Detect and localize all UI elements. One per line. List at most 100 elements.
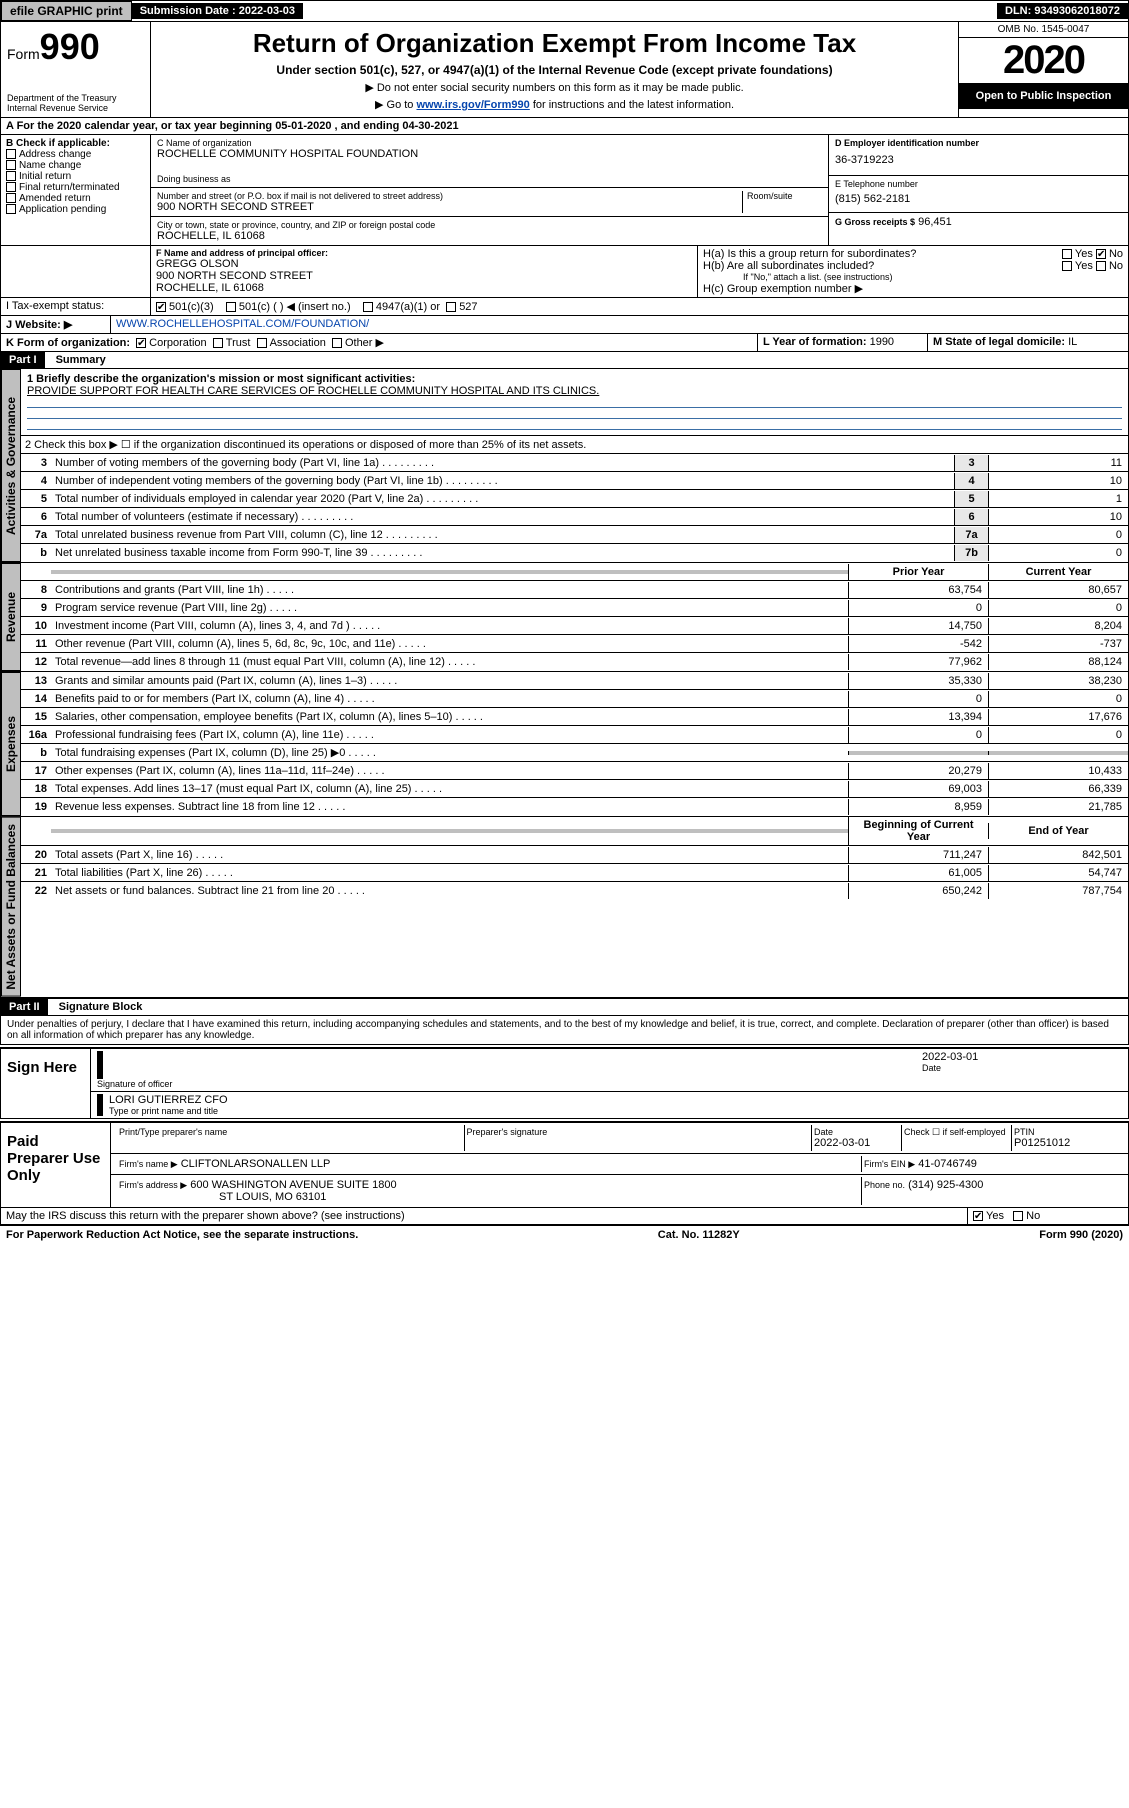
- section-expenses: Expenses 13Grants and similar amounts pa…: [0, 672, 1129, 817]
- chk-assoc[interactable]: [257, 338, 267, 348]
- lbl-ein: D Employer identification number: [835, 138, 1122, 148]
- table-row: 8Contributions and grants (Part VIII, li…: [21, 581, 1128, 599]
- lbl-tax-status: I Tax-exempt status:: [1, 298, 151, 315]
- part1-badge: Part I: [1, 352, 45, 368]
- tab-expenses: Expenses: [1, 672, 21, 816]
- chk-initial[interactable]: [6, 171, 16, 181]
- discuss-yes[interactable]: [973, 1211, 983, 1221]
- tax-year: 2020: [959, 38, 1128, 84]
- state-domicile: IL: [1068, 336, 1077, 348]
- goto-post: for instructions and the latest informat…: [530, 99, 734, 111]
- tab-governance: Activities & Governance: [1, 369, 21, 562]
- sig-date: 2022-03-01: [922, 1051, 1122, 1063]
- firm-phone-lbl: Phone no.: [864, 1180, 905, 1190]
- hb-yes[interactable]: [1062, 261, 1072, 271]
- chk-4947[interactable]: [363, 302, 373, 312]
- table-row: 12Total revenue—add lines 8 through 11 (…: [21, 653, 1128, 671]
- table-row: 7aTotal unrelated business revenue from …: [21, 526, 1128, 544]
- chk-address[interactable]: [6, 149, 16, 159]
- box-b-hdr: B Check if applicable:: [6, 138, 145, 149]
- chk-501c3[interactable]: [156, 302, 166, 312]
- box-c: C Name of organization ROCHELLE COMMUNIT…: [151, 135, 828, 245]
- lbl-corp: Corporation: [149, 337, 206, 349]
- table-row: 3Number of voting members of the governi…: [21, 454, 1128, 472]
- table-row: 15Salaries, other compensation, employee…: [21, 708, 1128, 726]
- chk-other[interactable]: [332, 338, 342, 348]
- lbl-501c3: 501(c)(3): [169, 301, 214, 313]
- officer-addr: 900 NORTH SECOND STREET: [156, 270, 692, 282]
- submission-date: Submission Date : 2022-03-03: [132, 3, 303, 19]
- chk-corp[interactable]: [136, 338, 146, 348]
- website-url[interactable]: WWW.ROCHELLEHOSPITAL.COM/FOUNDATION/: [111, 316, 1128, 333]
- lbl-address: Address change: [19, 149, 91, 160]
- lbl-name: Name change: [19, 160, 81, 171]
- open-public: Open to Public Inspection: [959, 84, 1128, 109]
- part1-title: Summary: [48, 354, 106, 366]
- line-a-text: A For the 2020 calendar year, or tax yea…: [1, 118, 1128, 134]
- discuss-no[interactable]: [1013, 1211, 1023, 1221]
- table-row: 19Revenue less expenses. Subtract line 1…: [21, 798, 1128, 816]
- col-current: Current Year: [988, 564, 1128, 580]
- ha-text: H(a) Is this a group return for subordin…: [703, 248, 916, 260]
- chk-527[interactable]: [446, 302, 456, 312]
- chk-pending[interactable]: [6, 204, 16, 214]
- footer-catno: Cat. No. 11282Y: [658, 1229, 740, 1241]
- ha-yes[interactable]: [1062, 249, 1072, 259]
- lbl-dba: Doing business as: [157, 174, 822, 184]
- lbl-domicile: M State of legal domicile:: [933, 336, 1065, 348]
- sig-officer-lbl: Signature of officer: [97, 1079, 922, 1089]
- chk-final[interactable]: [6, 182, 16, 192]
- prep-date-lbl: Date: [814, 1127, 899, 1137]
- footer-paperwork: For Paperwork Reduction Act Notice, see …: [6, 1229, 358, 1241]
- form-header: Form990 Department of the Treasury Inter…: [0, 22, 1129, 118]
- chk-amended[interactable]: [6, 193, 16, 203]
- table-row: 20Total assets (Part X, line 16) . . . .…: [21, 846, 1128, 864]
- table-row: 18Total expenses. Add lines 13–17 (must …: [21, 780, 1128, 798]
- efile-btn[interactable]: efile GRAPHIC print: [1, 1, 132, 21]
- year-formation: 1990: [870, 336, 894, 348]
- chk-trust[interactable]: [213, 338, 223, 348]
- omb-number: OMB No. 1545-0047: [959, 22, 1128, 38]
- chk-501c[interactable]: [226, 302, 236, 312]
- hb-note: If "No," attach a list. (see instruction…: [703, 272, 1123, 282]
- paid-preparer-label: Paid Preparer Use Only: [1, 1123, 111, 1207]
- block-fh: F Name and address of principal officer:…: [0, 246, 1129, 298]
- officer-name: GREGG OLSON: [156, 258, 692, 270]
- dln: DLN: 93493062018072: [997, 3, 1128, 19]
- lbl-officer: F Name and address of principal officer:: [156, 248, 692, 258]
- table-row: bNet unrelated business taxable income f…: [21, 544, 1128, 562]
- phone: (815) 562-2181: [835, 189, 1122, 209]
- paid-preparer-block: Paid Preparer Use Only Print/Type prepar…: [0, 1121, 1129, 1208]
- note-ssn: ▶ Do not enter social security numbers o…: [161, 81, 948, 94]
- form-number: Form990: [7, 26, 144, 68]
- firm-name-lbl: Firm's name ▶: [119, 1159, 178, 1169]
- lbl-phone: E Telephone number: [835, 179, 1122, 189]
- firm-addr2: ST LOUIS, MO 63101: [119, 1191, 859, 1203]
- footer-form: Form 990 (2020): [1039, 1229, 1123, 1241]
- prep-self-emp: Check ☐ if self-employed: [902, 1125, 1012, 1151]
- prep-date: 2022-03-01: [814, 1137, 899, 1149]
- lbl-pending: Application pending: [19, 204, 106, 215]
- chk-name[interactable]: [6, 160, 16, 170]
- firm-addr-lbl: Firm's address ▶: [119, 1180, 187, 1190]
- ha-no[interactable]: [1096, 249, 1106, 259]
- line2-text: 2 Check this box ▶ ☐ if the organization…: [21, 436, 1128, 453]
- part2-title: Signature Block: [51, 1001, 143, 1013]
- id-block: B Check if applicable: Address change Na…: [0, 135, 1129, 246]
- form-word: Form: [7, 46, 40, 62]
- sig-date-lbl: Date: [922, 1063, 1122, 1073]
- part2-badge: Part II: [1, 999, 48, 1015]
- discuss-text: May the IRS discuss this return with the…: [1, 1208, 968, 1224]
- firm-ein: 41-0746749: [918, 1158, 977, 1170]
- lbl-form-org: K Form of organization:: [6, 337, 130, 349]
- lbl-city: City or town, state or province, country…: [157, 220, 822, 230]
- firm-addr1: 600 WASHINGTON AVENUE SUITE 1800: [190, 1179, 396, 1191]
- page-footer: For Paperwork Reduction Act Notice, see …: [0, 1225, 1129, 1244]
- officer-printed-lbl: Type or print name and title: [109, 1106, 228, 1116]
- tab-revenue: Revenue: [1, 563, 21, 671]
- ptin-lbl: PTIN: [1014, 1127, 1120, 1137]
- hb-no[interactable]: [1096, 261, 1106, 271]
- officer-printed: LORI GUTIERREZ CFO: [109, 1094, 228, 1106]
- col-beginning: Beginning of Current Year: [848, 817, 988, 845]
- irs-link[interactable]: www.irs.gov/Form990: [416, 99, 529, 111]
